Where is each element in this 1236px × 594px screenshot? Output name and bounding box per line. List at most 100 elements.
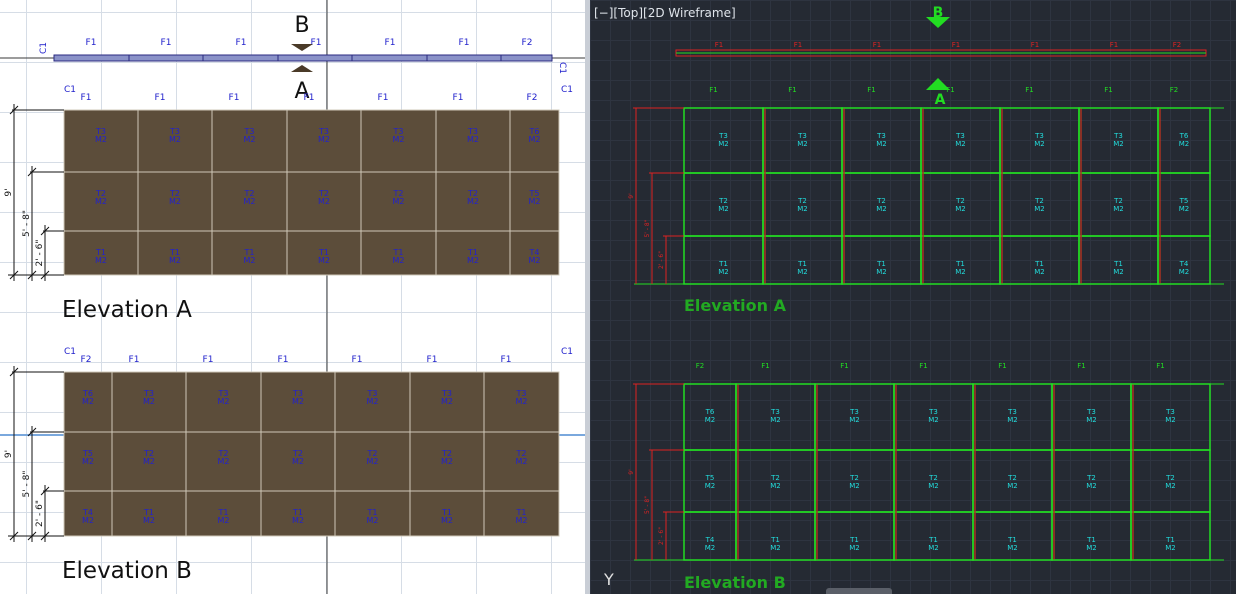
panel-tag-material: M2 [218, 397, 230, 406]
panel-cell[interactable] [111, 371, 187, 433]
elevation-column-label: F1 [501, 355, 512, 365]
panel-cell[interactable] [435, 230, 511, 276]
cad-tag-material: M2 [876, 140, 887, 148]
cad-tag-type: T3 [955, 132, 965, 140]
cad-column-label: F1 [1025, 86, 1033, 94]
elevation-column-label: F1 [203, 355, 214, 365]
cad-tag-material: M2 [797, 205, 808, 213]
pane-splitter[interactable] [585, 0, 590, 594]
cad-tag-material: M2 [1007, 544, 1018, 552]
viewport-controls-label[interactable]: [−][Top][2D Wireframe] [594, 6, 736, 20]
panel-cell[interactable] [185, 431, 262, 492]
panel-cell[interactable] [185, 371, 262, 433]
panel-cell[interactable] [111, 490, 187, 537]
cad-tag-material: M2 [797, 140, 808, 148]
elevation-column-label: F1 [427, 355, 438, 365]
panel-cell[interactable] [63, 431, 113, 492]
panel-cell[interactable] [137, 230, 213, 276]
revit-view-pane[interactable]: F1 F1 F1 F1 F1 F1 F2 C1 C1 B A C1 C1 F1 F1 F1 F1 F1 F… [0, 0, 585, 594]
cad-tag-type: T1 [1165, 536, 1175, 544]
panel-tag-material: M2 [467, 197, 479, 206]
panel-cell[interactable] [360, 230, 437, 276]
section-mark-b-label: B [294, 13, 309, 38]
panel-tag-material: M2 [393, 197, 405, 206]
panel-tag-type: T6 [82, 389, 93, 398]
panel-cell[interactable] [409, 371, 485, 433]
cad-column-label: F1 [1077, 362, 1085, 370]
elevation-corner-right: C1 [561, 85, 573, 95]
panel-tag-material: M2 [393, 256, 405, 265]
panel-cell[interactable] [63, 371, 113, 433]
panel-tag-type: T1 [218, 508, 229, 517]
panel-tag-type: T5 [82, 449, 93, 458]
cad-section-a-arrow-icon[interactable] [926, 78, 950, 90]
panel-cell[interactable] [509, 230, 560, 276]
cad-drawing-canvas[interactable]: F1 F1 F1 F1 F1 F1 F2 B A F1 F1 F1 F1 F1 F1 F2T3M2T3M… [590, 0, 1236, 594]
cad-tag-material: M2 [718, 205, 729, 213]
cad-elevation-a-title: Elevation A [684, 296, 787, 315]
cad-tag-type: T2 [876, 197, 886, 205]
panel-cell[interactable] [409, 431, 485, 492]
cad-tag-material: M2 [770, 482, 781, 490]
plan-wall-strip[interactable] [53, 54, 553, 62]
panel-tag-material: M2 [318, 197, 330, 206]
cad-tag-material: M2 [705, 544, 716, 552]
cad-tag-type: T2 [797, 197, 807, 205]
cad-tag-material: M2 [928, 544, 939, 552]
panel-cell[interactable] [286, 230, 362, 276]
panel-tag-material: M2 [529, 197, 541, 206]
cad-tag-type: T4 [705, 536, 715, 544]
panel-cell[interactable] [509, 171, 560, 232]
panel-cell[interactable] [334, 371, 411, 433]
elevation-column-label: F2 [81, 355, 92, 365]
elevation-column-label: F1 [304, 93, 315, 103]
panel-cell[interactable] [435, 171, 511, 232]
panel-cell[interactable] [360, 109, 437, 173]
cad-dimension-text: 9' [628, 193, 635, 199]
panel-tag-type: T1 [441, 508, 452, 517]
cad-section-b-arrow-icon[interactable] [926, 17, 950, 28]
panel-cell[interactable] [63, 171, 139, 232]
section-b-arrow-icon[interactable] [291, 44, 313, 51]
panel-cell[interactable] [286, 109, 362, 173]
cad-elevation-a[interactable]: F1 F1 F1 F1 F1 F1 F2T3M2T3M2T3M2T3M2T3M2T3M2T6… [628, 86, 1224, 285]
panel-cell[interactable] [483, 431, 560, 492]
panel-cell[interactable] [483, 371, 560, 433]
cad-tag-type: T1 [955, 260, 965, 268]
panel-tag-type: T2 [441, 449, 452, 458]
panel-cell[interactable] [211, 109, 288, 173]
cad-tag-material: M2 [955, 205, 966, 213]
cad-elevation-b[interactable]: F2 F1 F1 F1 F1 F1 F1T6M2T3M2T3M2T3M2T3M2T3M2T3… [628, 362, 1224, 561]
cad-dimension-text: 9' [628, 469, 635, 475]
cad-tag-material: M2 [770, 416, 781, 424]
cad-tag-material: M2 [1165, 482, 1176, 490]
cad-tag-type: T3 [797, 132, 807, 140]
cad-tag-material: M2 [1165, 544, 1176, 552]
panel-cell[interactable] [211, 230, 288, 276]
panel-cell[interactable] [260, 371, 336, 433]
cad-tag-material: M2 [705, 482, 716, 490]
panel-cell[interactable] [260, 490, 336, 537]
cad-tag-type: T1 [876, 260, 886, 268]
autocad-viewport[interactable]: F1 F1 F1 F1 F1 F1 F2 B A F1 F1 F1 F1 F1 F1 F2 T3 M2 T3 M… [590, 0, 1236, 594]
panel-tag-material: M2 [529, 135, 541, 144]
panel-tag-type: T5 [529, 189, 540, 198]
panel-tag-type: T3 [169, 127, 180, 136]
section-a-arrow-icon[interactable] [291, 65, 313, 72]
panel-tag-material: M2 [218, 516, 230, 525]
panel-cell[interactable] [409, 490, 485, 537]
cad-tag-type: T2 [1086, 474, 1096, 482]
panel-cell[interactable] [435, 109, 511, 173]
panel-cell[interactable] [483, 490, 560, 537]
cad-tag-material: M2 [1086, 482, 1097, 490]
cad-plan-label: F1 [1110, 41, 1118, 49]
panel-tag-type: T1 [95, 248, 106, 257]
elevation-b-title: Elevation B [62, 558, 192, 584]
panel-tag-type: T1 [169, 248, 180, 257]
panel-tag-material: M2 [467, 135, 479, 144]
command-line-tab[interactable] [826, 588, 892, 594]
plan-label: F1 [385, 38, 396, 48]
